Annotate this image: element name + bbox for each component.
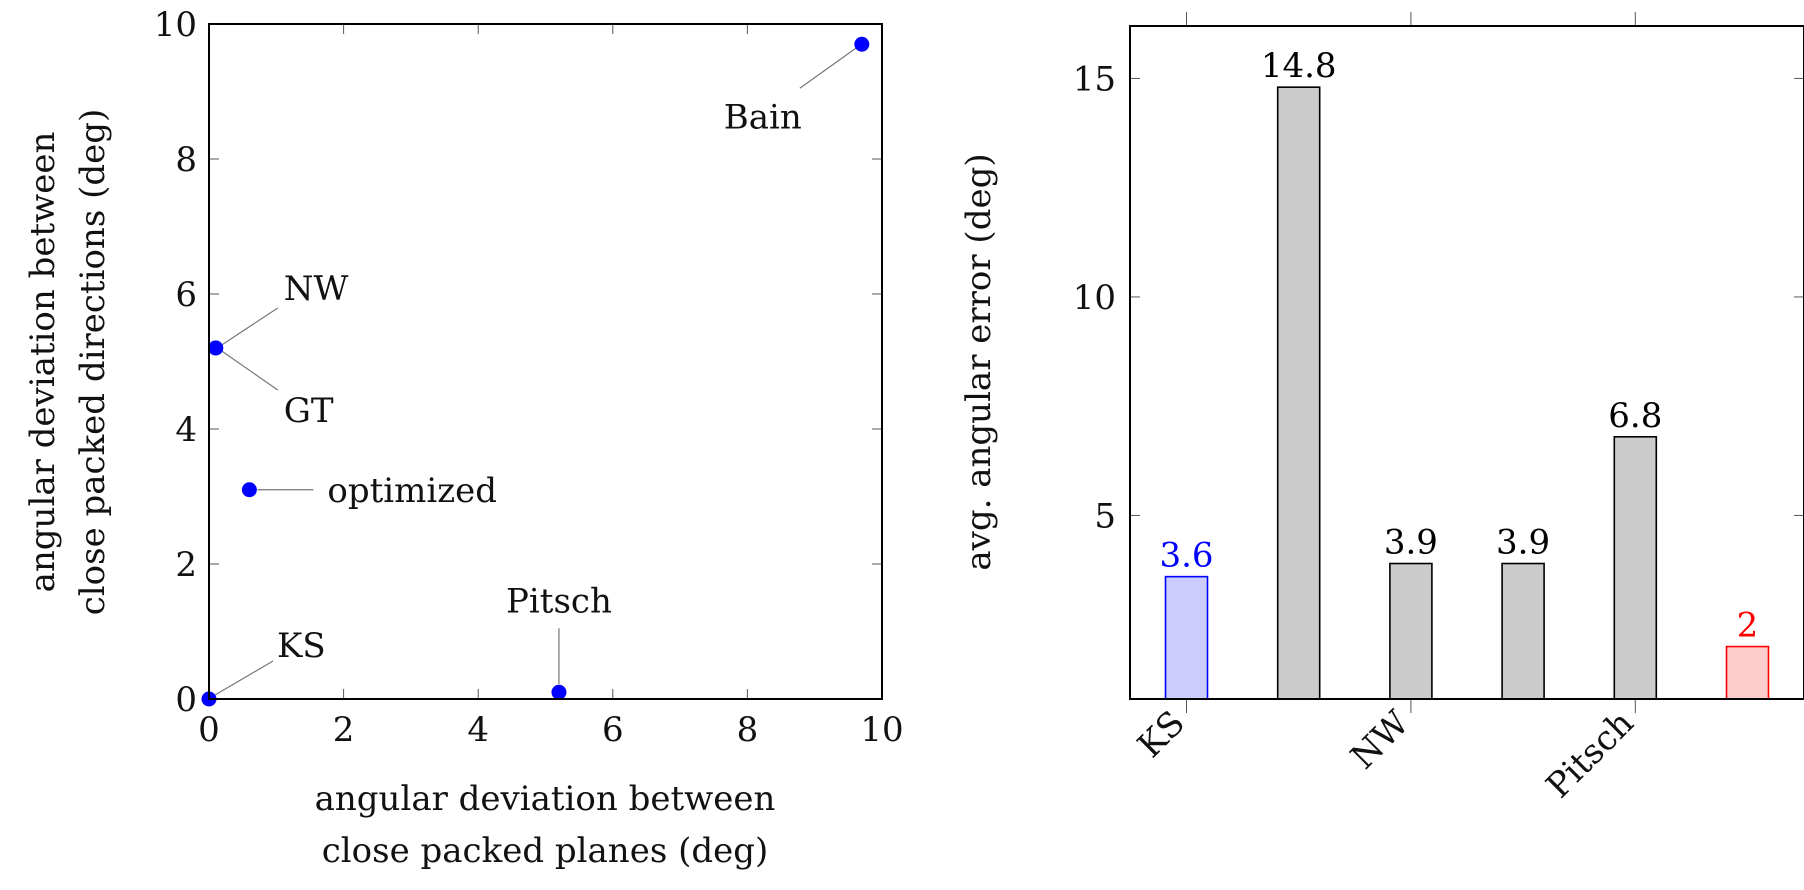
x-tick-label: 10 bbox=[860, 710, 903, 750]
bar bbox=[1613, 435, 1658, 700]
x-tick-label: 4 bbox=[467, 710, 489, 750]
bar-value-label: 3.9 bbox=[1496, 523, 1550, 563]
bar bbox=[1276, 86, 1321, 700]
y-tick-label: 6 bbox=[175, 275, 197, 315]
bar-panel: 5 10 15 KS NW Pitsch avg. angular error (deg) 3… bbox=[959, 12, 1804, 806]
scatter-plot-frame bbox=[208, 23, 883, 700]
x-axis-label: close packed planes (deg) bbox=[322, 831, 769, 871]
x-tick-label: 6 bbox=[602, 710, 624, 750]
x-tick-label: 0 bbox=[198, 710, 220, 750]
x-axis-label: angular deviation between bbox=[315, 779, 776, 819]
scatter-point bbox=[208, 340, 224, 356]
x-tick-label: NW bbox=[1343, 703, 1417, 777]
x-tick-label: 2 bbox=[333, 710, 355, 750]
point-label: Bain bbox=[724, 97, 802, 137]
y-axis-label: close packed directions (deg) bbox=[73, 109, 113, 616]
y-tick-label: 15 bbox=[1073, 59, 1116, 99]
y-tick-label: 10 bbox=[154, 5, 197, 45]
y-axis-label: angular deviation between bbox=[23, 132, 63, 593]
annotation-leader bbox=[799, 47, 857, 89]
scatter-point bbox=[241, 482, 257, 498]
bar-value-label: 3.6 bbox=[1159, 536, 1213, 576]
x-tick-label: 8 bbox=[737, 710, 759, 750]
bar-plot-frame bbox=[1129, 25, 1804, 700]
x-tick-label: Pitsch bbox=[1539, 703, 1642, 806]
bar-value-label: 2 bbox=[1737, 606, 1759, 646]
bar-value-label: 6.8 bbox=[1608, 396, 1662, 436]
annotation-leader bbox=[221, 307, 279, 346]
point-label: Pitsch bbox=[506, 581, 612, 621]
bar bbox=[1501, 562, 1545, 700]
bar-value-label: 3.9 bbox=[1384, 523, 1438, 563]
scatter-point bbox=[854, 36, 870, 52]
y-tick-label: 4 bbox=[175, 410, 197, 450]
y-axis-label: avg. angular error (deg) bbox=[959, 153, 999, 570]
annotation-leader bbox=[221, 350, 279, 391]
bar bbox=[1389, 562, 1433, 700]
y-tick-label: 10 bbox=[1073, 278, 1116, 318]
x-tick-label: KS bbox=[1130, 703, 1193, 766]
y-tick-label: 5 bbox=[1094, 496, 1116, 536]
bar bbox=[1725, 645, 1770, 700]
y-tick-label: 2 bbox=[175, 545, 197, 585]
point-label: NW bbox=[284, 269, 349, 309]
y-tick-label: 8 bbox=[175, 140, 197, 180]
bar bbox=[1164, 575, 1209, 700]
scatter-point bbox=[551, 684, 567, 700]
y-tick-label: 0 bbox=[175, 680, 197, 720]
annotation-leader bbox=[214, 660, 274, 696]
point-label: GT bbox=[284, 391, 334, 431]
point-label: optimized bbox=[327, 471, 497, 511]
bar-value-label: 14.8 bbox=[1261, 46, 1337, 86]
point-label: KS bbox=[277, 626, 326, 666]
